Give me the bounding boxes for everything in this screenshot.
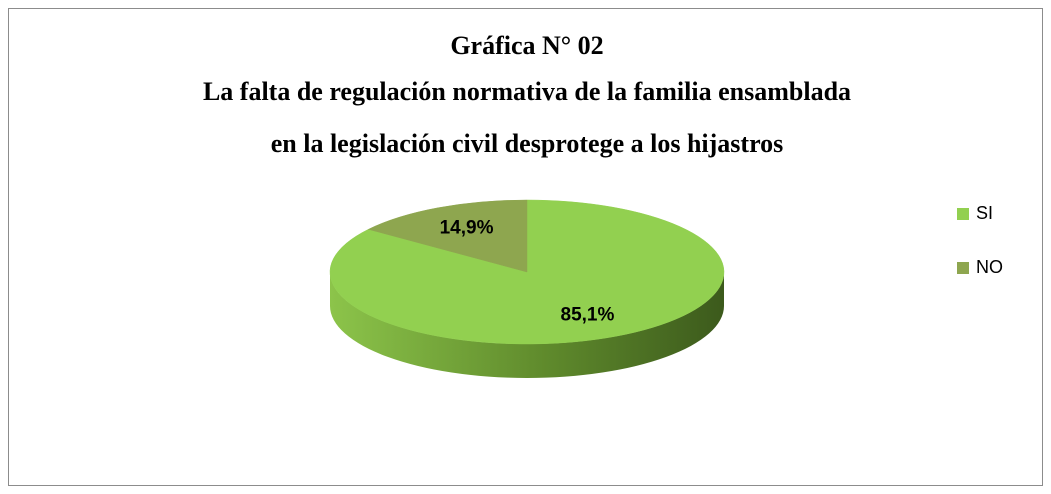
chart-title: Gráfica N° 02 [450, 31, 603, 60]
slice [329, 199, 725, 345]
chart-subtitle: La falta de regulación normativa de la f… [203, 77, 851, 106]
legend-label: SI [976, 203, 993, 223]
slice [367, 199, 528, 273]
legend-swatch [957, 208, 969, 220]
data-label: 85,1% [561, 305, 615, 326]
legend-swatch [957, 262, 969, 274]
slice-side [330, 272, 724, 378]
legend-label: NO [976, 257, 1003, 277]
data-label: 14,9% [440, 217, 494, 238]
chart-subtitle: en la legislación civil desprotege a los… [271, 129, 784, 158]
